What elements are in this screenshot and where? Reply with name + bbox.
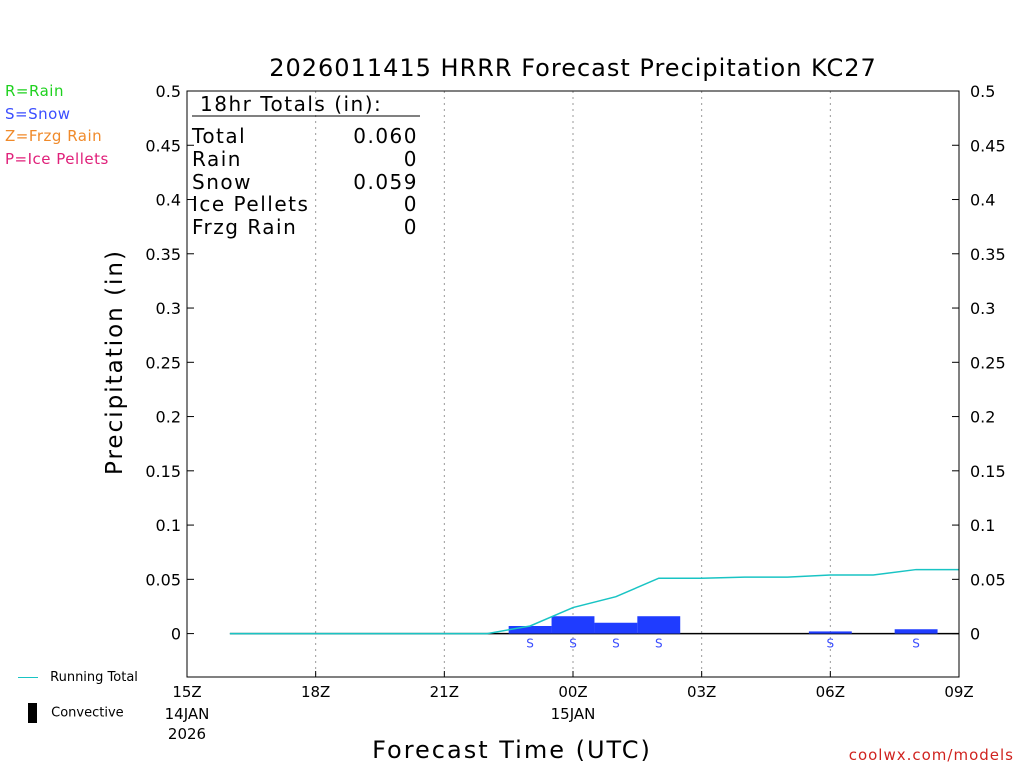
x-tick-label: 09Z: [944, 683, 973, 701]
chart-title: 2026011415 HRRR Forecast Precipitation K…: [269, 54, 877, 82]
x-tick-year: 2026: [168, 725, 206, 743]
totals-label-snow: Snow: [192, 170, 252, 194]
y-tick-label-right: 0.4: [970, 191, 995, 210]
totals-label-frzg-rain: Frzg Rain: [192, 215, 297, 239]
y-tick-label-right: 0.1: [970, 516, 995, 535]
precip-bar: [551, 616, 595, 634]
x-tick-label: 18Z: [301, 683, 330, 701]
x-tick-date: 14JAN: [165, 705, 210, 723]
y-tick-label-right: 0.2: [970, 408, 995, 427]
x-tick-label: 00Z: [558, 683, 587, 701]
precip-bar: [894, 629, 938, 634]
totals-label-total: Total: [191, 124, 246, 148]
precip-bar: [508, 625, 552, 634]
precip-bar: [808, 631, 852, 634]
y-tick-label-right: 0.5: [970, 82, 995, 101]
x-axis-label: Forecast Time (UTC): [372, 736, 652, 764]
y-tick-label-left: 0.35: [145, 245, 181, 264]
precip-bar: [594, 622, 638, 634]
y-tick-label-right: 0: [970, 625, 980, 644]
type-legend-frzg-rain-label: Z=Frzg Rain: [5, 127, 103, 145]
y-tick-label-left: 0.1: [156, 516, 181, 535]
type-legend-rain-label: R=Rain: [5, 82, 64, 100]
precip-type-letter: S: [612, 637, 620, 651]
precip-bar: [637, 616, 681, 634]
precip-type-letter: S: [827, 637, 835, 651]
x-tick-label: 15Z: [172, 683, 201, 701]
y-tick-label-right: 0.35: [970, 245, 1006, 264]
legend-convective: Convective: [18, 703, 124, 723]
y-tick-label-left: 0.2: [156, 408, 181, 427]
convective-swatch: [28, 703, 37, 723]
type-legend-snow: S=Snow: [5, 105, 71, 123]
totals-label-ice-pellets: Ice Pellets: [192, 192, 309, 216]
x-tick-date: 15JAN: [551, 705, 596, 723]
totals-value-frzg-rain: 0: [404, 215, 418, 239]
totals-value-total: 0.060: [353, 124, 418, 148]
totals-value-ice-pellets: 0: [404, 192, 418, 216]
y-tick-label-left: 0.45: [145, 136, 181, 155]
y-tick-label-left: 0.3: [156, 299, 181, 318]
type-legend-ice-pellets-label: P=Ice Pellets: [5, 150, 109, 168]
legend-running-total: Running Total: [18, 670, 138, 685]
type-legend-ice-pellets: P=Ice Pellets: [5, 150, 109, 168]
precip-type-letter: S: [655, 637, 663, 651]
x-tick-label: 03Z: [687, 683, 716, 701]
y-tick-label-left: 0: [171, 625, 181, 644]
plot-frame: [186, 90, 960, 678]
y-tick-label-left: 0.05: [145, 570, 181, 589]
type-legend-snow-label: S=Snow: [5, 105, 71, 123]
running-total-line: [229, 568, 959, 635]
y-tick-label-left: 0.5: [156, 82, 181, 101]
type-legend-rain: R=Rain: [5, 82, 64, 100]
totals-label-rain: Rain: [192, 147, 242, 171]
y-tick-label-right: 0.05: [970, 570, 1006, 589]
y-tick-label-right: 0.15: [970, 462, 1006, 481]
running-total-swatch: [18, 677, 38, 678]
y-tick-label-left: 0.4: [156, 191, 181, 210]
totals-value-snow: 0.059: [353, 170, 418, 194]
x-tick-label: 06Z: [816, 683, 845, 701]
running-total-label: Running Total: [50, 670, 138, 685]
y-tick-label-right: 0.25: [970, 353, 1006, 372]
running-total-layer: [229, 568, 959, 635]
precip-type-letter: S: [526, 637, 534, 651]
gridlines: [315, 91, 831, 677]
x-tick-label: 21Z: [430, 683, 459, 701]
convective-label: Convective: [51, 705, 124, 721]
precip-type-letter: S: [912, 637, 920, 651]
y-tick-label-left: 0.15: [145, 462, 181, 481]
y-tick-label-right: 0.3: [970, 299, 995, 318]
credit-text: coolwx.com/models: [848, 746, 1014, 764]
totals-box: 18hr Totals (in): Total 0.060 Rain 0 Sno…: [191, 92, 420, 239]
totals-header: 18hr Totals (in):: [200, 92, 382, 116]
type-legend-frzg-rain: Z=Frzg Rain: [5, 127, 102, 145]
y-tick-label-right: 0.45: [970, 136, 1006, 155]
y-tick-label-left: 0.25: [145, 353, 181, 372]
totals-value-rain: 0: [404, 147, 418, 171]
y-axis-label: Precipitation (in): [102, 249, 128, 475]
precip-type-letter: S: [569, 637, 577, 651]
